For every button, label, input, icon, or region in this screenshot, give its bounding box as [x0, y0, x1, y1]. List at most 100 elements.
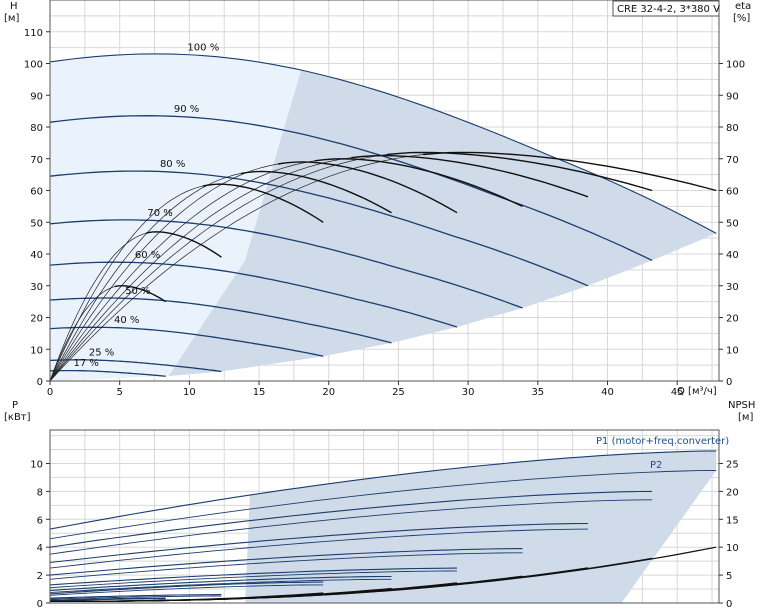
npsh-tick-label: 25 — [726, 459, 739, 470]
y-tick-label: 40 — [30, 250, 43, 261]
head-curve — [49, 170, 589, 287]
efficiency-curve-peak — [351, 154, 589, 198]
head-axis-ticks: 0 10 20 30 40 50 60 70 80 90 100 110 — [24, 28, 50, 388]
p1-curve — [49, 522, 589, 564]
speed-label: 90 % — [174, 104, 199, 115]
y2-tick-label: 100 — [726, 60, 745, 71]
x-tick-label: 30 — [462, 387, 475, 398]
head-curve — [49, 53, 717, 234]
npsh-axis-ticks: 0 5 10 15 20 25 — [719, 459, 739, 610]
power-plot-frame — [49, 429, 720, 604]
chart-title: CRE 32-4-2, 3*380 V — [617, 4, 720, 15]
p-tick-label: 0 — [37, 599, 43, 610]
p2-curve — [49, 528, 589, 569]
efficiency-curve-peak — [314, 158, 523, 208]
p1-series-label: P1 (motor+freq.converter) — [596, 436, 729, 447]
y2-tick-label: 80 — [726, 123, 739, 134]
npsh-axis-label: NPSH — [728, 400, 755, 411]
x-tick-label: 40 — [601, 387, 614, 398]
efficiency-axis-label: eta — [735, 1, 751, 12]
x-tick-label: 5 — [117, 387, 123, 398]
p-tick-label: 8 — [37, 487, 43, 498]
speed-label: 17 % — [74, 358, 99, 369]
y2-tick-label: 50 — [726, 218, 739, 229]
npsh-tick-label: 20 — [726, 487, 739, 498]
p1-curve — [49, 490, 653, 548]
efficiency-curve-peak — [114, 285, 167, 303]
speed-label: 25 % — [89, 347, 114, 358]
head-curve — [49, 297, 392, 344]
flow-axis-label: Q [м³/ч] — [677, 386, 717, 397]
p-tick-label: 6 — [37, 515, 43, 526]
y-tick-label: 70 — [30, 155, 43, 166]
title-box — [612, 0, 720, 17]
p2-curve — [49, 578, 392, 593]
p1-curve — [49, 575, 392, 591]
y2-tick-label: 10 — [726, 345, 739, 356]
y-tick-label: 10 — [30, 345, 43, 356]
y-tick-label: 110 — [24, 28, 43, 39]
efficiency-curve-peak — [277, 161, 458, 214]
flow-axis-ticks: 0 5 10 15 20 25 30 35 40 45 — [47, 381, 684, 398]
head-operating-regions — [50, 53, 717, 382]
power-axis-label: P — [12, 400, 18, 411]
x-tick-label: 10 — [183, 387, 196, 398]
head-plot: 0 5 10 15 20 25 30 35 40 45 0 10 20 30 40 50 60 70 80 90 10… — [4, 0, 751, 398]
x-tick-label: 0 — [47, 387, 53, 398]
x-tick-label: 20 — [322, 387, 335, 398]
efficiency-axis-unit: [%] — [733, 13, 750, 24]
p2-curve — [49, 598, 166, 602]
y2-tick-label: 0 — [726, 377, 732, 388]
p1-curve — [49, 450, 717, 530]
efficiency-curve-peak — [241, 170, 392, 214]
p1-curve — [49, 581, 324, 595]
x-tick-label: 35 — [531, 387, 544, 398]
speed-label: 100 % — [187, 43, 219, 54]
head-curves — [49, 53, 717, 377]
power-axis-unit: [кВт] — [4, 412, 31, 423]
efficiency-curve-peak — [387, 151, 653, 192]
speed-labels: 100 % 90 % 80 % 70 % 60 % 50 % 40 % 25 %17 % — [74, 43, 220, 369]
y-tick-label: 50 — [30, 218, 43, 229]
y-tick-label: 30 — [30, 282, 43, 293]
y2-tick-label: 40 — [726, 250, 739, 261]
npsh-tick-label: 0 — [726, 599, 732, 610]
y-tick-label: 20 — [30, 314, 43, 325]
power-plot: 0 2 4 6 8 10 0 5 10 15 20 25 P [кВт] NPSH [м] P1 (… — [4, 400, 755, 610]
x-tick-label: 45 — [671, 387, 684, 398]
p-tick-label: 4 — [37, 543, 43, 554]
y2-tick-label: 70 — [726, 155, 739, 166]
p2-curve — [49, 499, 653, 555]
head-curve — [49, 359, 222, 373]
p1-curve — [49, 567, 458, 586]
y-tick-label: 100 — [24, 60, 43, 71]
efficiency-curves — [49, 151, 717, 382]
p2-curve — [49, 552, 523, 580]
y-tick-label: 60 — [30, 187, 43, 198]
y2-tick-label: 20 — [726, 314, 739, 325]
head-axis-unit: [м] — [4, 13, 19, 24]
power-curves — [49, 450, 717, 602]
y-tick-label: 90 — [30, 91, 43, 102]
y2-tick-label: 90 — [726, 91, 739, 102]
efficiency-axis-ticks: 0 10 20 30 40 50 60 70 80 90 100 — [719, 60, 745, 388]
head-curve — [49, 219, 523, 309]
head-curve — [49, 261, 458, 328]
y2-tick-label: 60 — [726, 187, 739, 198]
p-tick-label: 2 — [37, 571, 43, 582]
p2-curve — [49, 570, 458, 589]
npsh-tick-label: 10 — [726, 543, 739, 554]
speed-label: 70 % — [147, 208, 172, 219]
npsh-axis-unit: [м] — [738, 412, 753, 423]
operating-region-dark — [165, 71, 717, 377]
y-tick-label: 0 — [37, 377, 43, 388]
speed-label: 60 % — [135, 250, 160, 261]
npsh-curve — [50, 592, 324, 602]
p1-curve — [49, 594, 222, 599]
power-axis-ticks: 0 2 4 6 8 10 — [30, 459, 50, 610]
head-axis-label: H — [10, 1, 18, 12]
p2-series-label: P2 — [650, 460, 662, 471]
p-tick-label: 10 — [30, 459, 43, 470]
npsh-tick-label: 15 — [726, 515, 739, 526]
